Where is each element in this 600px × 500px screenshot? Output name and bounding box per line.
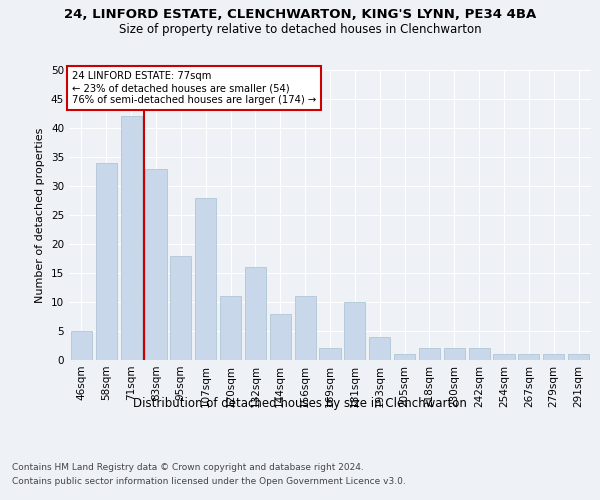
Bar — [71, 331, 92, 360]
Bar — [394, 354, 415, 360]
Bar — [170, 256, 191, 360]
Bar — [295, 296, 316, 360]
Bar — [543, 354, 564, 360]
Bar — [121, 116, 142, 360]
Bar — [96, 163, 117, 360]
Text: Contains public sector information licensed under the Open Government Licence v3: Contains public sector information licen… — [12, 478, 406, 486]
Text: Distribution of detached houses by size in Clenchwarton: Distribution of detached houses by size … — [133, 398, 467, 410]
Bar — [220, 296, 241, 360]
Bar — [493, 354, 515, 360]
Bar — [344, 302, 365, 360]
Text: 24, LINFORD ESTATE, CLENCHWARTON, KING'S LYNN, PE34 4BA: 24, LINFORD ESTATE, CLENCHWARTON, KING'S… — [64, 8, 536, 20]
Bar — [145, 168, 167, 360]
Bar — [245, 267, 266, 360]
Bar — [568, 354, 589, 360]
Bar — [270, 314, 291, 360]
Bar — [195, 198, 216, 360]
Bar — [469, 348, 490, 360]
Bar — [319, 348, 341, 360]
Text: Contains HM Land Registry data © Crown copyright and database right 2024.: Contains HM Land Registry data © Crown c… — [12, 462, 364, 471]
Text: 24 LINFORD ESTATE: 77sqm
← 23% of detached houses are smaller (54)
76% of semi-d: 24 LINFORD ESTATE: 77sqm ← 23% of detach… — [71, 72, 316, 104]
Bar — [419, 348, 440, 360]
Bar — [518, 354, 539, 360]
Y-axis label: Number of detached properties: Number of detached properties — [35, 128, 46, 302]
Bar — [444, 348, 465, 360]
Bar — [369, 337, 390, 360]
Text: Size of property relative to detached houses in Clenchwarton: Size of property relative to detached ho… — [119, 22, 481, 36]
